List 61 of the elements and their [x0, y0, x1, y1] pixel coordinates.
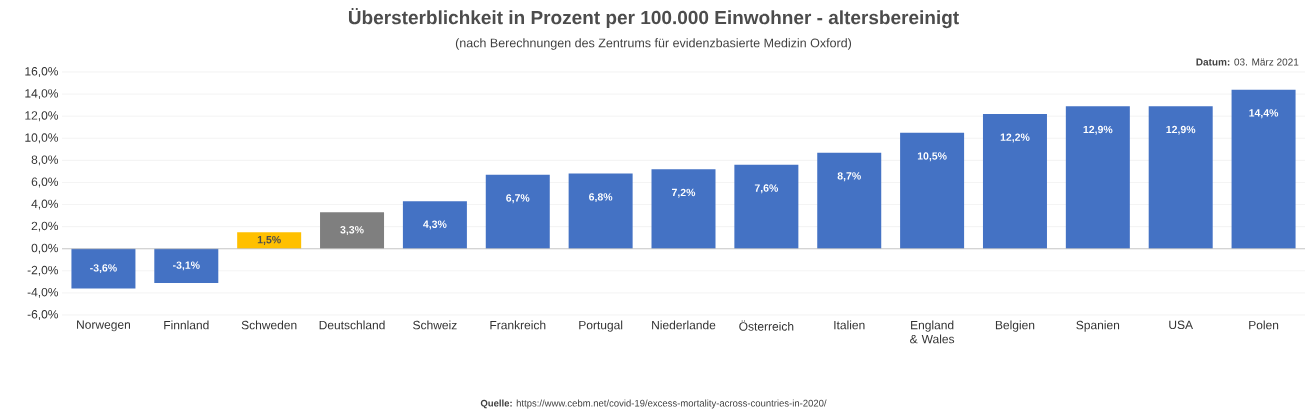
data-label: 8,7% — [837, 172, 861, 182]
chart-title: Übersterblichkeit in Prozent per 100.000 Einwohner - altersbereinigt — [348, 7, 959, 29]
x-tick-label: Frankreich — [490, 320, 546, 330]
bar — [154, 248, 219, 283]
x-tick-label: Portugal — [579, 320, 623, 332]
text: Datum: 03. März 2021 — [1196, 58, 1299, 66]
data-label: 1,5% — [257, 235, 281, 245]
chart-subtitle: (nach Berechnungen des Zentrums für evidenzbasierte Medizin Oxford) — [455, 38, 852, 50]
data-label: 4,3% — [423, 220, 447, 230]
x-tick-label: Norwegen — [77, 320, 130, 332]
bar — [485, 174, 550, 249]
y-tick-label: 6,0% — [31, 177, 59, 188]
y-tick-label: 8,0% — [31, 155, 59, 166]
bar — [817, 152, 882, 249]
x-tick-label: Polen — [1249, 320, 1279, 330]
bar — [71, 248, 136, 289]
y-tick-label: 4,0% — [31, 199, 59, 210]
data-label: 6,7% — [506, 194, 530, 204]
bar — [320, 212, 385, 249]
data-label: 3,3% — [340, 226, 364, 235]
bar — [402, 201, 467, 249]
y-tick-label: 14,0% — [25, 89, 59, 100]
bar — [982, 113, 1047, 249]
x-tick-label: England & Wales — [910, 320, 955, 344]
text: Quelle: https://www.cebm.net/covid-19/excess-mortality-across-countries-in-2020/ — [480, 399, 827, 409]
data-label: 14,4% — [1249, 109, 1279, 119]
bar — [1148, 106, 1213, 249]
y-tick-label: -2,0% — [27, 265, 59, 276]
data-label: -3,1% — [173, 261, 200, 271]
x-tick-label: USA — [1169, 320, 1194, 330]
y-tick-label: -6,0% — [27, 310, 59, 320]
y-tick-label: 10,0% — [25, 133, 59, 144]
data-label: 12,2% — [1000, 133, 1030, 143]
y-tick-label: 12,0% — [25, 111, 59, 122]
bar — [237, 232, 302, 249]
y-tick-label: -4,0% — [27, 287, 59, 298]
data-label: 12,9% — [1083, 125, 1113, 135]
bar — [651, 169, 716, 249]
x-tick-label: Finnland — [164, 320, 209, 330]
data-label: 7,6% — [754, 184, 779, 194]
x-tick-label: Niederlande — [652, 320, 716, 330]
bar — [1231, 89, 1296, 249]
y-tick-label: 0,0% — [31, 243, 59, 254]
bar — [1065, 106, 1130, 249]
x-tick-label: Deutschland — [319, 320, 385, 330]
x-tick-label: Spanien — [1076, 320, 1120, 332]
data-label: 7,2% — [671, 188, 696, 198]
x-tick-label: Belgien — [995, 320, 1035, 332]
bar — [734, 164, 799, 249]
bar — [900, 132, 965, 249]
data-label: -3,6% — [90, 264, 117, 274]
data-label: 12,9% — [1166, 125, 1196, 135]
data-label: 6,8% — [589, 193, 613, 203]
x-tick-label: Schweden — [241, 320, 297, 330]
data-label: 10,5% — [917, 152, 947, 162]
x-tick-label: Italien — [834, 320, 865, 330]
bar — [568, 173, 633, 249]
x-tick-label: Österreich — [739, 320, 794, 331]
y-tick-label: 16,0% — [25, 67, 59, 77]
x-tick-label: Schweiz — [413, 320, 457, 330]
y-tick-label: 2,0% — [31, 221, 59, 232]
